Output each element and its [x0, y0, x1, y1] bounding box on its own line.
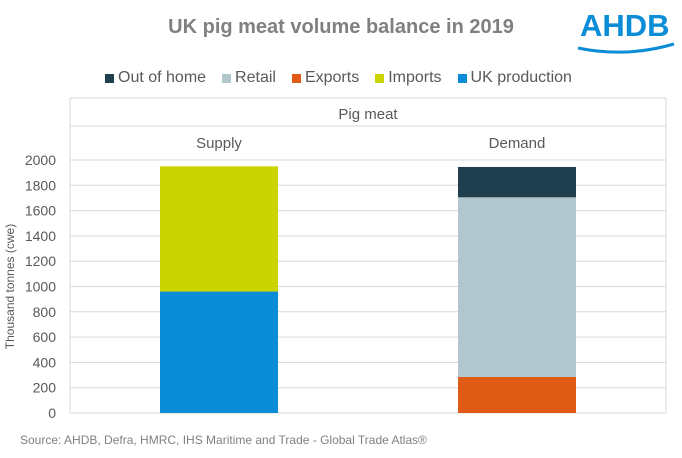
legend-swatch	[105, 73, 114, 83]
y-tick-label-1000: 1000	[25, 279, 56, 295]
legend-item-out-of-home: Out of home	[105, 69, 206, 87]
category-label-demand: Demand	[489, 135, 546, 152]
y-tick-label-0: 0	[48, 405, 56, 421]
group-label: Pig meat	[338, 106, 398, 123]
bar-demand-exports	[458, 376, 576, 413]
legend-swatch	[375, 73, 385, 83]
bar-supply-uk-production	[160, 291, 278, 413]
category-label-supply: Supply	[196, 135, 242, 152]
y-tick-label-2000: 2000	[25, 152, 56, 168]
legend-swatch	[291, 73, 301, 83]
y-tick-label-600: 600	[33, 329, 57, 345]
y-tick-label-1200: 1200	[25, 253, 56, 269]
legend-item-exports: Exports	[291, 69, 360, 87]
legend-swatch	[457, 73, 467, 83]
legend-label: UK production	[470, 69, 572, 86]
y-tick-label-200: 200	[33, 380, 57, 396]
legend-label: Imports	[388, 69, 442, 86]
legend-item-uk-production: UK production	[457, 69, 572, 87]
ahdb-logo: AHDB	[577, 8, 675, 54]
chart-legend: Out of home Retail Exports Imports UK produc…	[105, 67, 588, 89]
source-note: Source: AHDB, Defra, HMRC, IHS Maritime …	[20, 433, 427, 447]
bar-demand-out-of-home	[458, 166, 576, 198]
y-tick-label-800: 800	[33, 304, 57, 320]
y-tick-label-1600: 1600	[25, 203, 56, 219]
y-tick-label-1800: 1800	[25, 177, 56, 193]
legend-label: Exports	[304, 69, 360, 86]
y-tick-label-400: 400	[33, 354, 57, 370]
legend-item-imports: Imports	[375, 69, 442, 87]
y-axis-title: Thousand tonnes (cwe)	[3, 224, 17, 349]
svg-text:AHDB: AHDB	[580, 8, 670, 43]
legend-label: Out of home	[118, 69, 207, 86]
legend-item-retail: Retail	[222, 69, 276, 87]
legend-label: Retail	[235, 69, 276, 86]
bar-supply-imports	[160, 166, 278, 292]
legend-swatch	[222, 73, 232, 83]
chart-title: UK pig meat volume balance in 2019	[168, 16, 514, 38]
bar-demand-retail	[458, 197, 576, 377]
y-tick-label-1400: 1400	[25, 228, 56, 244]
